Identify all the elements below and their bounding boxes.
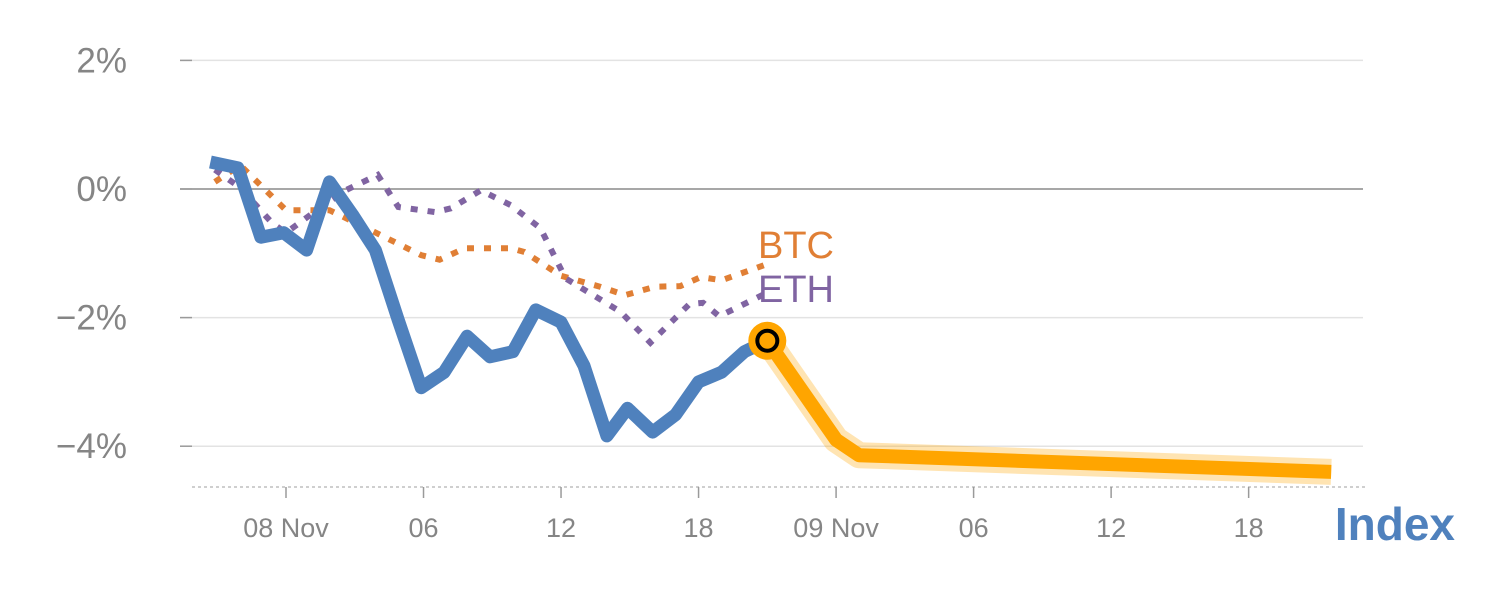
gridlines: [180, 59, 1363, 447]
index-line: [209, 155, 771, 443]
current-point-marker: [755, 328, 780, 353]
btc-series-label: BTC: [758, 225, 834, 267]
btc-line: [213, 161, 767, 299]
x-tick-label: 09 Nov: [793, 513, 879, 543]
eth-series-label: ETH: [758, 269, 834, 311]
y-tick-label: −4%: [56, 427, 127, 466]
y-tick-label: 2%: [76, 41, 127, 80]
x-tick-label: 18: [1234, 513, 1264, 543]
index-series-label: Index: [1335, 498, 1456, 550]
x-tick-label: 08 Nov: [243, 513, 329, 543]
y-tick-label: 0%: [76, 170, 127, 209]
series: [209, 155, 1332, 485]
y-tick-label: −2%: [56, 299, 127, 338]
x-tick-label: 12: [546, 513, 576, 543]
x-tick-label: 06: [959, 513, 989, 543]
x-tick-label: 12: [1096, 513, 1126, 543]
axes: 2% 0% −2% −4% 08 Nov 06 12 18 09 Nov 06 12 18: [56, 41, 1365, 543]
series-labels: BTC ETH Index: [758, 225, 1455, 550]
eth-line: [213, 167, 767, 347]
index-forecast-line: [761, 336, 1332, 479]
x-tick-label: 18: [684, 513, 714, 543]
x-tick-label: 06: [408, 513, 438, 543]
